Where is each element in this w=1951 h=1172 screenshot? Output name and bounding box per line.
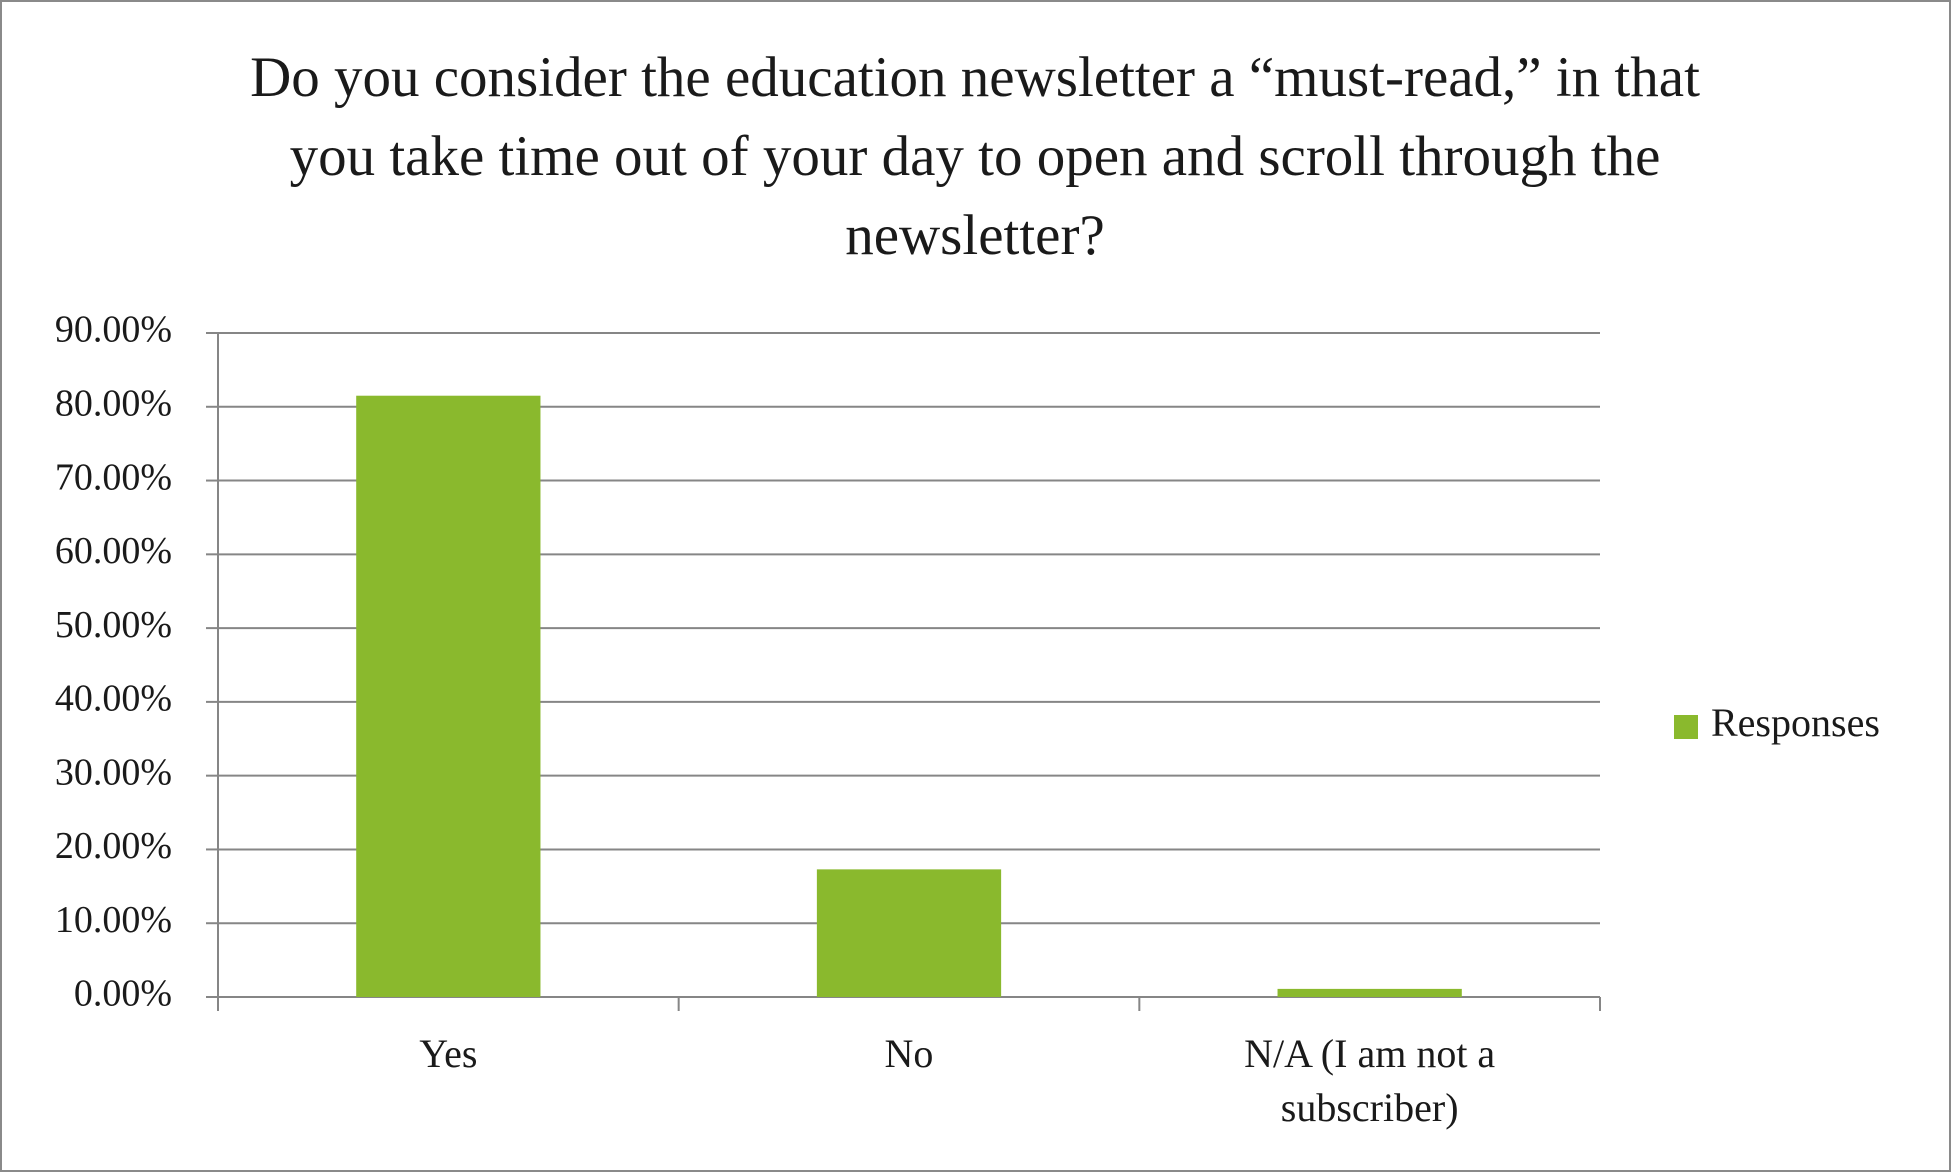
y-tick-label: 20.00% bbox=[55, 825, 172, 867]
legend-swatch bbox=[1674, 715, 1698, 739]
bar bbox=[816, 869, 1002, 997]
x-tick-label: N/A (I am not a subscriber) bbox=[1244, 1031, 1496, 1130]
chart-title: Do you consider the education newsletter… bbox=[250, 46, 1700, 267]
y-tick-label: 50.00% bbox=[55, 604, 172, 646]
y-tick-label: 40.00% bbox=[55, 678, 172, 720]
x-tick-label: No bbox=[884, 1031, 934, 1076]
y-tick-label: 60.00% bbox=[55, 530, 172, 572]
bar bbox=[1277, 988, 1462, 997]
x-tick-label: Yes bbox=[419, 1031, 478, 1076]
y-tick-label: 80.00% bbox=[55, 382, 172, 424]
y-tick-label: 10.00% bbox=[55, 899, 172, 941]
bar bbox=[356, 395, 541, 997]
y-tick-label: 90.00% bbox=[55, 309, 172, 351]
legend-label: Responses bbox=[1711, 700, 1880, 745]
y-tick-label: 30.00% bbox=[55, 751, 172, 793]
y-tick-label: 0.00% bbox=[74, 973, 172, 1015]
y-tick-label: 70.00% bbox=[55, 456, 172, 498]
